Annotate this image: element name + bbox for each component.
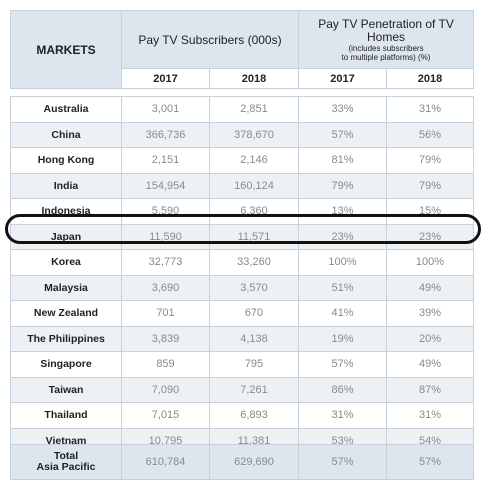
penetration-2018-cell: 31% [386,402,474,429]
subscribers-2018-cell: 7,261 [209,376,299,403]
subscribers-2017-cell: 7,090 [121,376,210,403]
penetration-2017-cell: 41% [298,300,387,327]
penetration-2017-cell: 81% [298,147,387,174]
subscribers-2017-cell: 154,954 [121,172,210,199]
subscribers-2017-cell: 2,151 [121,147,210,174]
total-market-cell: Total Asia Pacific [10,444,122,480]
penetration-2017-cell: 100% [298,249,387,276]
market-cell: New Zealand [10,300,122,327]
subscribers-2017-cell: 3,690 [121,274,210,301]
markets-header: MARKETS [10,10,122,89]
total-sub-2018: 629,690 [209,444,299,480]
markets-table: Australia 3,001 2,851 33% 31% China 366,736 378… [10,96,474,454]
table-row: India 154,954 160,124 79% 79% [10,172,474,199]
market-cell: The Philippines [10,325,122,352]
market-cell: Taiwan [10,376,122,403]
table-header: MARKETS Pay TV Subscribers (000s) Pay TV… [10,10,475,89]
total-pen-2018: 57% [386,444,474,480]
subscribers-2017-cell: 32,773 [121,249,210,276]
subscribers-2017-cell: 366,736 [121,121,210,148]
market-cell: Australia [10,96,122,123]
table-row: Korea 32,773 33,260 100% 100% [10,249,474,276]
table-row: Singapore 859 795 57% 49% [10,351,474,378]
penetration-2017-cell: 79% [298,172,387,199]
penetration-2018-cell: 31% [386,96,474,123]
subscribers-2018-cell: 160,124 [209,172,299,199]
penetration-2017-cell: 13% [298,198,387,225]
market-cell: India [10,172,122,199]
subscribers-2018-cell: 4,138 [209,325,299,352]
market-cell: Korea [10,249,122,276]
table-row: Thailand 7,015 6,893 31% 31% [10,402,474,429]
subscribers-2017-cell: 859 [121,351,210,378]
penetration-2018-cell: 49% [386,351,474,378]
penetration-2018-cell: 39% [386,300,474,327]
total-label-line1: Total [53,450,79,462]
table-row: Australia 3,001 2,851 33% 31% [10,96,474,123]
penetration-2018-cell: 87% [386,376,474,403]
table-row: Malaysia 3,690 3,570 51% 49% [10,274,474,301]
market-cell: Singapore [10,351,122,378]
subscribers-2018-cell: 11,571 [209,223,299,250]
subscribers-2018-cell: 33,260 [209,249,299,276]
subscribers-header: Pay TV Subscribers (000s) [120,10,300,69]
subscribers-2017-cell: 11,590 [121,223,210,250]
penetration-2017-cell: 33% [298,96,387,123]
market-cell: Malaysia [10,274,122,301]
total-label-line2: Asia Pacific [36,461,96,473]
market-cell: Indonesia [10,198,122,225]
subscribers-2017-cell: 3,839 [121,325,210,352]
table-row: Taiwan 7,090 7,261 86% 87% [10,376,474,403]
subscribers-2017-cell: 701 [121,300,210,327]
penetration-2018-cell: 79% [386,147,474,174]
subscribers-2018-cell: 6,360 [209,198,299,225]
subscribers-2017-cell: 5,590 [121,198,210,225]
table-row: China 366,736 378,670 57% 56% [10,121,474,148]
market-cell: Hong Kong [10,147,122,174]
penetration-note-1: (includes subscribers [348,43,424,53]
subscribers-2017-cell: 7,015 [121,402,210,429]
penetration-2017-cell: 51% [298,274,387,301]
penetration-header: Pay TV Penetration of TV Homes (includes… [298,10,475,69]
penetration-2017-cell: 86% [298,376,387,403]
penetration-2018-cell: 79% [386,172,474,199]
penetration-2018-cell: 20% [386,325,474,352]
year-header-pen-2017: 2017 [298,68,388,89]
penetration-2017-cell: 19% [298,325,387,352]
subscribers-2018-cell: 795 [209,351,299,378]
penetration-2017-cell: 57% [298,121,387,148]
total-sub-2017: 610,784 [121,444,210,480]
subscribers-2018-cell: 3,570 [209,274,299,301]
table-row: The Philippines 3,839 4,138 19% 20% [10,325,474,352]
market-cell: Thailand [10,402,122,429]
table-row: Japan 11,590 11,571 23% 23% [10,223,474,250]
year-header-sub-2017: 2017 [121,68,210,89]
subscribers-2018-cell: 2,146 [209,147,299,174]
subscribers-2017-cell: 3,001 [121,96,210,123]
penetration-2018-cell: 100% [386,249,474,276]
penetration-note-2: to multiple platforms) (%) [341,52,431,62]
penetration-title: Pay TV Penetration of TV Homes [318,16,454,44]
total-row: Total Asia Pacific 610,784 629,690 57% 5… [10,444,474,480]
penetration-2017-cell: 23% [298,223,387,250]
market-cell: China [10,121,122,148]
table-row: Indonesia 5,590 6,360 13% 15% [10,198,474,225]
year-header-pen-2018: 2018 [386,68,475,89]
penetration-2018-cell: 49% [386,274,474,301]
table-row: New Zealand 701 670 41% 39% [10,300,474,327]
penetration-2017-cell: 31% [298,402,387,429]
year-header-sub-2018: 2018 [208,68,300,89]
subscribers-2018-cell: 670 [209,300,299,327]
subscribers-2018-cell: 2,851 [209,96,299,123]
penetration-2018-cell: 15% [386,198,474,225]
subscribers-2018-cell: 378,670 [209,121,299,148]
table-row: Hong Kong 2,151 2,146 81% 79% [10,147,474,174]
penetration-2018-cell: 56% [386,121,474,148]
subscribers-2018-cell: 6,893 [209,402,299,429]
total-pen-2017: 57% [298,444,387,480]
penetration-2017-cell: 57% [298,351,387,378]
market-cell: Japan [10,223,122,250]
penetration-2018-cell: 23% [386,223,474,250]
